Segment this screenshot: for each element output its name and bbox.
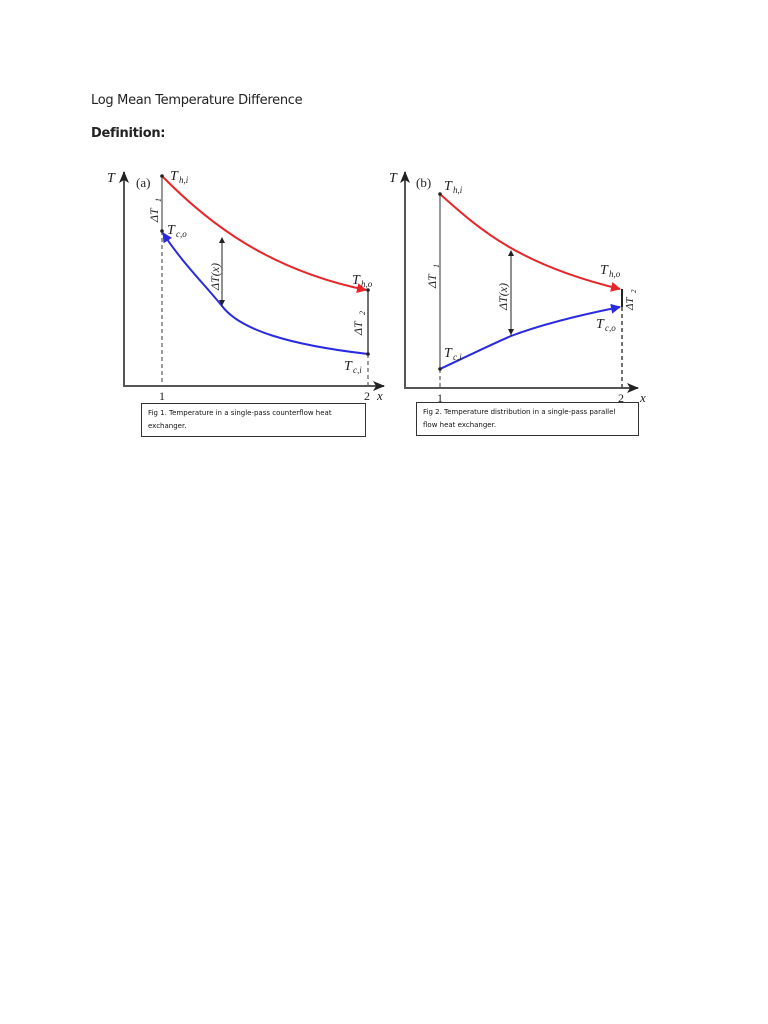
svg-text:h,o: h,o	[361, 279, 373, 289]
label-th-o: T	[600, 263, 609, 278]
figure-2-caption: Fig 2. Temperature distribution in a sin…	[416, 402, 639, 436]
svg-text:h,o: h,o	[609, 269, 621, 279]
y-axis-label: T	[107, 171, 116, 186]
section-heading: Definition:	[91, 126, 166, 141]
delta-t2-label: ΔT	[624, 297, 636, 311]
x-axis-label: x	[376, 388, 383, 403]
delta-t1-label: ΔT	[147, 207, 161, 223]
svg-text:1: 1	[154, 198, 163, 202]
label-tc-i: T	[344, 359, 353, 374]
figure-b-parallel-flow: T (b) x 1 2 ΔT 1 ΔT 2 ΔT(x) T h,i T c,i …	[389, 171, 646, 405]
hot-stream-curve	[161, 175, 367, 294]
label-tc-i: T	[444, 346, 453, 361]
label-tc-o: T	[167, 223, 176, 238]
cold-stream-curve	[439, 303, 621, 370]
delta-tx-label: ΔT(x)	[208, 263, 222, 291]
panel-label: (b)	[416, 175, 431, 190]
delta-tx-label: ΔT(x)	[496, 283, 510, 311]
x-tick-2: 2	[618, 391, 624, 405]
svg-text:c,i: c,i	[453, 352, 462, 362]
x-tick-1: 1	[159, 389, 165, 403]
y-axis-label: T	[389, 171, 398, 186]
figure-a-counterflow: T (a) x 1 2 ΔT 1 ΔT 2 ΔT(x)	[107, 169, 385, 403]
delta-t1-label: ΔT	[425, 273, 439, 289]
svg-text:c,i: c,i	[353, 365, 362, 375]
svg-text:c,o: c,o	[176, 229, 187, 239]
x-tick-1: 1	[437, 391, 443, 405]
svg-text:h,i: h,i	[179, 175, 189, 185]
hot-stream-curve	[439, 193, 621, 292]
panel-label: (a)	[136, 175, 150, 190]
svg-text:h,i: h,i	[453, 185, 463, 195]
cold-stream-curve	[162, 232, 369, 355]
svg-text:2: 2	[358, 311, 367, 315]
svg-text:1: 1	[432, 264, 441, 268]
figure-1-caption: Fig 1. Temperature in a single-pass coun…	[141, 403, 366, 437]
document-title: Log Mean Temperature Difference	[91, 93, 303, 108]
x-tick-2: 2	[364, 389, 370, 403]
svg-text:c,o: c,o	[605, 323, 616, 333]
label-th-i: T	[170, 169, 179, 184]
label-th-i: T	[444, 179, 453, 194]
label-tc-o: T	[596, 317, 605, 332]
x-axis-label: x	[639, 390, 646, 405]
svg-text:2: 2	[630, 289, 638, 293]
delta-t2-label: ΔT	[351, 320, 365, 336]
label-th-o: T	[352, 273, 361, 288]
